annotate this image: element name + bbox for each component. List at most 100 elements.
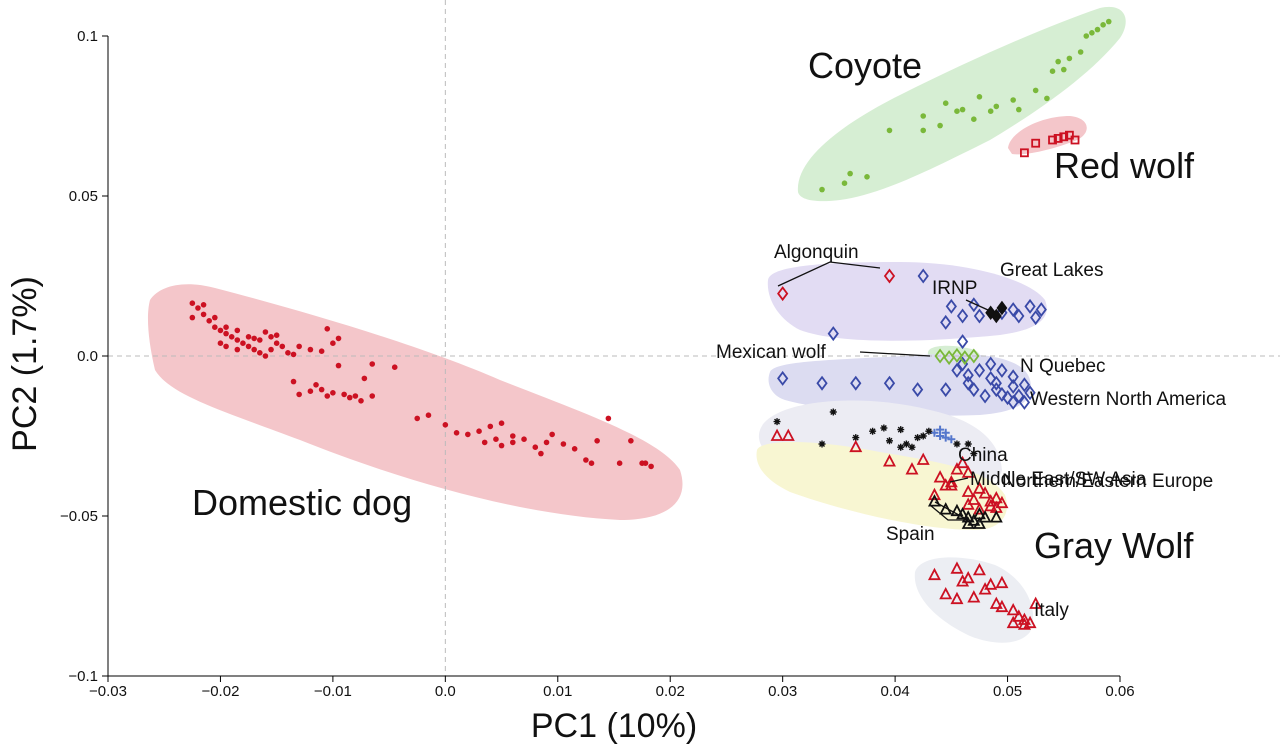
- data-point-dot: [352, 393, 359, 399]
- data-point-dot: [588, 460, 595, 467]
- data-point-dot: [262, 353, 269, 359]
- data-point-open-triangle: [1023, 615, 1037, 629]
- data-markers: [189, 18, 1112, 630]
- data-point-dot: [1060, 66, 1067, 73]
- data-point-open-diamond: [940, 382, 952, 398]
- data-point-dot: [1077, 49, 1084, 55]
- data-point-dot: [245, 343, 252, 350]
- data-point-dot: [1089, 30, 1095, 36]
- data-point-asterisk: [880, 424, 888, 432]
- data-point-dot: [993, 103, 1000, 110]
- data-point-open-triangle: [950, 591, 964, 605]
- data-point-open-triangle: [1006, 615, 1020, 629]
- data-point-dot: [296, 391, 302, 398]
- data-point-dot: [1032, 87, 1039, 94]
- data-point-open-diamond: [940, 314, 952, 330]
- data-point-dot: [285, 350, 291, 356]
- data-point-dot: [549, 431, 555, 438]
- data-point-dot: [1100, 22, 1106, 28]
- data-point-open-diamond: [816, 375, 828, 391]
- algonquin-connector: [777, 261, 881, 287]
- data-point-dot: [976, 94, 983, 100]
- data-point-dot: [369, 361, 376, 367]
- data-point-dot: [391, 364, 398, 371]
- data-point-dot: [335, 335, 342, 342]
- data-point-open-square: [1020, 148, 1029, 158]
- y-tick-label: 0.1: [77, 28, 98, 45]
- data-point-open-diamond: [979, 388, 991, 404]
- x-tick-label: 0.0: [435, 683, 456, 700]
- data-point-dot: [290, 378, 297, 385]
- data-point-asterisk: [919, 432, 927, 440]
- data-point-open-triangle: [972, 562, 986, 576]
- data-point-open-diamond: [996, 362, 1008, 378]
- data-point-dot: [268, 334, 274, 340]
- data-point-open-diamond: [1007, 369, 1019, 385]
- group-label-gray-wolf: Gray Wolf: [1034, 525, 1194, 566]
- data-point-open-diamond: [951, 347, 963, 363]
- data-point-asterisk: [818, 440, 826, 448]
- data-point-asterisk: [908, 443, 916, 451]
- data-point-dot: [841, 180, 848, 186]
- data-point-dot: [954, 108, 960, 114]
- data-point-dot: [1010, 97, 1016, 103]
- label-mexican-wolf: Mexican wolf: [716, 342, 827, 363]
- data-point-open-triangle: [770, 428, 784, 441]
- label-italy: Italy: [1034, 600, 1069, 621]
- data-point-dot: [1066, 55, 1073, 62]
- data-point-dot: [1016, 106, 1022, 113]
- data-point-dot: [476, 428, 482, 435]
- data-point-open-triangle: [950, 503, 964, 517]
- data-point-open-triangle: [961, 465, 975, 478]
- data-point-open-triangle: [905, 462, 919, 475]
- x-axis-label: PC1 (10%): [531, 707, 697, 745]
- data-point-open-triangle: [939, 478, 953, 491]
- data-point-dot: [1083, 33, 1090, 39]
- y-tick-label: 0.05: [69, 188, 98, 205]
- data-point-asterisk: [964, 440, 972, 448]
- data-point-dot: [223, 343, 229, 350]
- data-point-open-square: [1031, 138, 1041, 148]
- data-point-open-diamond: [996, 386, 1008, 402]
- data-point-dot: [234, 327, 241, 334]
- data-point-open-diamond: [968, 348, 980, 364]
- data-point-open-diamond: [968, 382, 980, 398]
- data-point-dot: [257, 337, 263, 343]
- data-point-open-triangle: [961, 570, 975, 584]
- data-point-asterisk: [970, 450, 978, 458]
- data-point-dot: [642, 460, 649, 467]
- data-point-open-diamond: [1030, 310, 1042, 326]
- data-point-dot: [200, 302, 207, 308]
- data-point-open-diamond: [985, 370, 997, 386]
- coyote-hull: [797, 6, 1126, 202]
- label-northern-eastern-europe: Northern/Eastern Europe: [1002, 471, 1213, 492]
- data-point-dot: [425, 412, 432, 419]
- data-point-asterisk: [869, 427, 877, 435]
- data-point-dot: [987, 108, 994, 114]
- data-point-open-triangle: [995, 575, 1009, 589]
- data-point-cross: [947, 435, 956, 444]
- data-point-open-square: [1070, 135, 1080, 145]
- data-point-dot: [251, 335, 257, 342]
- domestic-dog-hull: [147, 284, 683, 520]
- red-wolf-hull: [1008, 116, 1087, 155]
- data-point-open-diamond: [985, 356, 997, 372]
- data-point-asterisk: [829, 408, 837, 416]
- reference-lines: [108, 0, 1280, 676]
- data-point-open-diamond: [973, 308, 986, 324]
- annotation-connectors: [777, 261, 989, 521]
- data-point-open-triangle: [849, 439, 863, 453]
- y-tick-label: −0.05: [60, 508, 98, 525]
- data-point-dot: [510, 439, 516, 446]
- data-point-dot: [920, 113, 927, 119]
- data-point-open-diamond: [883, 375, 896, 391]
- data-point-open-triangle: [984, 498, 998, 512]
- data-point-asterisk: [914, 434, 922, 442]
- data-point-dot: [487, 423, 494, 430]
- data-point-open-diamond: [1013, 308, 1025, 324]
- data-point-dot: [971, 116, 977, 122]
- y-tick-label: 0.0: [77, 348, 98, 365]
- data-point-asterisk: [897, 426, 905, 434]
- data-point-dot: [1049, 68, 1056, 74]
- x-tick-label: 0.04: [881, 683, 910, 700]
